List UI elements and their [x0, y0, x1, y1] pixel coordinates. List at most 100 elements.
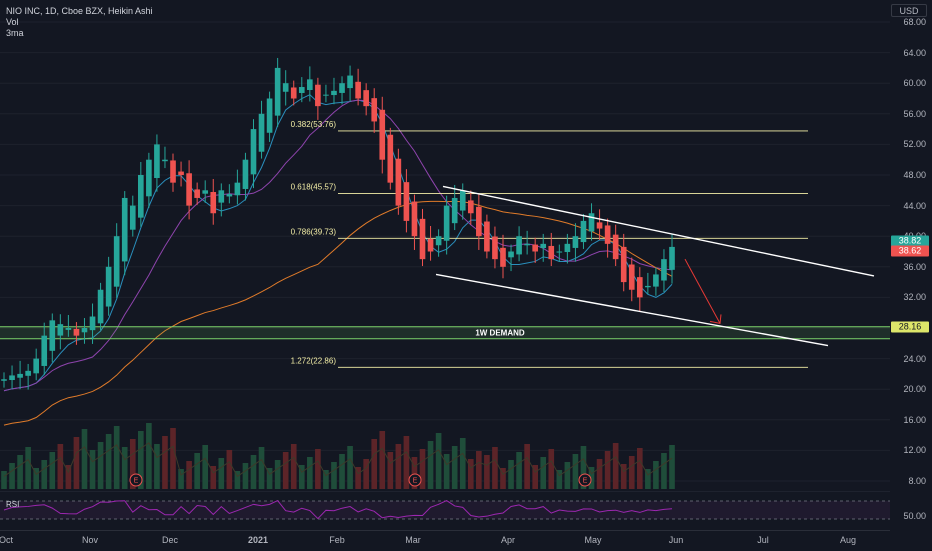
volume-bar	[572, 454, 579, 489]
fib-label: 0.786(39.73)	[291, 227, 337, 236]
volume-bar	[113, 426, 120, 489]
volume-bar	[548, 449, 555, 489]
volume-bar	[580, 446, 587, 489]
price-tick: 44.00	[903, 200, 926, 211]
candle-body	[138, 175, 144, 218]
candle-body	[210, 191, 217, 214]
rsi-pane[interactable]	[0, 491, 890, 529]
candle-body	[403, 182, 410, 221]
candle-body	[242, 159, 249, 189]
candle-body	[73, 328, 80, 336]
price-tick: 16.00	[903, 414, 926, 425]
ma-mid-line	[3, 99, 673, 392]
candle-body	[234, 182, 241, 196]
volume-bar	[290, 444, 297, 489]
candle-body	[274, 67, 281, 116]
volume-bar	[73, 437, 80, 489]
volume-bar	[218, 458, 225, 489]
candle-body	[218, 190, 225, 203]
volume-bar	[620, 464, 627, 489]
price-tick: 8.00	[908, 476, 926, 486]
candle-body	[307, 79, 313, 91]
volume-bar	[129, 439, 136, 489]
demand-zone-label: 1W DEMAND	[475, 329, 525, 338]
earnings-marker	[578, 473, 592, 487]
candle-body	[427, 239, 434, 252]
rsi-label[interactable]: RSI	[6, 500, 20, 509]
candle-body	[636, 277, 643, 298]
candle-body	[41, 335, 48, 366]
candle-body	[435, 236, 442, 246]
earnings-marker-label: E	[583, 478, 588, 485]
candle-body	[266, 98, 273, 133]
price-tick: 48.00	[903, 170, 926, 180]
time-axis[interactable]: Oct Nov Dec 2021 Feb Mar Apr May Jun Jul Aug	[0, 530, 890, 551]
candle-body	[387, 134, 394, 183]
volume-bar	[435, 433, 442, 489]
volume-bar	[33, 468, 40, 489]
volume-bar	[645, 469, 651, 489]
volume-bar	[347, 446, 353, 489]
volume-bar	[363, 459, 369, 489]
volume-bar	[387, 452, 394, 489]
candle-body	[572, 236, 579, 248]
candle-body	[355, 81, 361, 99]
volume-bar	[266, 468, 273, 489]
candle-body	[315, 84, 321, 107]
volume-bar	[105, 434, 112, 489]
volume-ma	[3, 442, 673, 478]
volume-bar	[210, 466, 217, 489]
ma-indicator-label[interactable]: 3ma	[6, 28, 24, 38]
candle-body	[459, 190, 466, 211]
candle-body	[645, 285, 651, 288]
volume-bar	[17, 455, 23, 489]
candle-body	[524, 243, 530, 246]
volume-bar	[194, 453, 200, 489]
candle-body	[556, 251, 563, 253]
volume-bar	[274, 460, 281, 489]
candle-body	[162, 159, 168, 162]
price-tick: 12.00	[903, 445, 926, 456]
volume-bar	[315, 449, 321, 489]
descending-channel	[435, 185, 875, 347]
price-tag: 38.62	[891, 245, 929, 257]
candle-body	[612, 234, 619, 260]
currency-button[interactable]: USD	[891, 4, 927, 17]
volume-bar	[307, 457, 313, 489]
time-tick: Feb	[329, 535, 345, 545]
candle-body	[564, 243, 571, 253]
candle-body	[57, 324, 64, 336]
earnings-marker	[129, 473, 143, 487]
volume-bar	[9, 463, 15, 489]
candle-body	[604, 225, 611, 244]
time-tick: 2021	[247, 535, 269, 545]
volume-bar	[355, 467, 361, 489]
ma-slow-line	[3, 200, 673, 426]
candle-body	[596, 222, 603, 229]
price-tick: 60.00	[903, 78, 926, 89]
candle-body	[363, 90, 369, 107]
volume-bar	[258, 447, 265, 489]
price-chart[interactable]: 1W DEMAND 0.382(53.76) 0.618(45.57) 0.786(…	[0, 0, 890, 490]
candle-body	[129, 205, 136, 230]
volume-bar	[242, 463, 249, 489]
candle-body	[146, 159, 152, 197]
time-tick: Dec	[161, 535, 179, 545]
price-axis[interactable]: 68.0064.0060.0056.0052.0048.0044.0040.00…	[890, 0, 932, 530]
candle-body	[202, 190, 209, 194]
volume-bar	[484, 455, 490, 489]
volume-bar	[81, 429, 88, 489]
volume-bar	[339, 454, 345, 489]
candle-body	[411, 201, 418, 237]
candle-body	[661, 259, 667, 281]
candle-body	[25, 370, 31, 376]
candle-body	[620, 246, 627, 283]
price-tick: 20.00	[903, 384, 926, 395]
volume-indicator-label[interactable]: Vol	[6, 17, 19, 27]
volume-bar	[250, 455, 257, 489]
candle-body	[170, 160, 176, 183]
volume-bar	[65, 465, 72, 489]
volume-bar	[282, 452, 289, 489]
candle-body	[154, 144, 160, 179]
symbol-title[interactable]: NIO INC, 1D, Cboe BZX, Heikin Ashi	[6, 6, 153, 16]
